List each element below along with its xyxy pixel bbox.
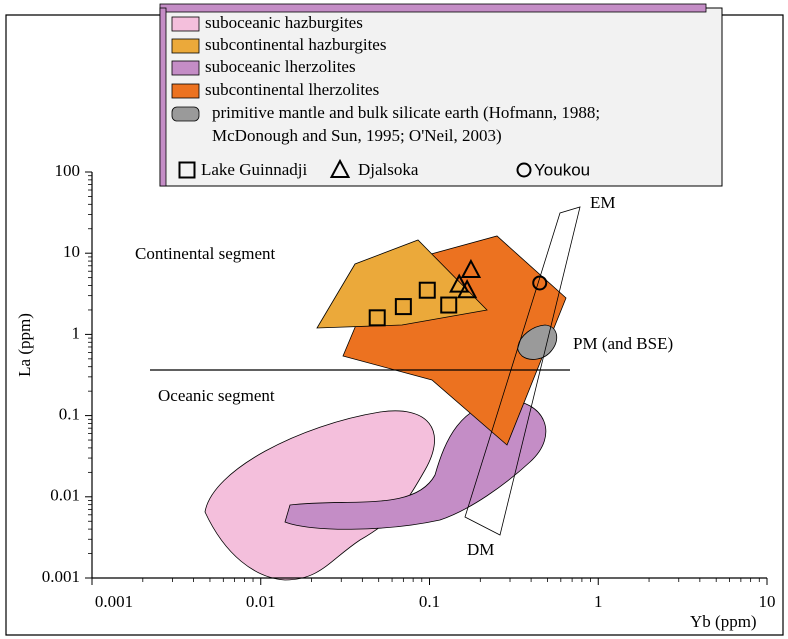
legend-swatch xyxy=(171,38,200,54)
legend-swatch xyxy=(171,106,200,122)
y-tick-label: 0.1 xyxy=(59,405,80,424)
y-tick-label: 0.01 xyxy=(50,486,80,505)
point-square xyxy=(368,309,386,327)
y-tick-label: 10 xyxy=(63,242,80,261)
outer-border xyxy=(5,14,784,636)
legend-label: suboceanic lherzolites xyxy=(205,57,356,76)
legend-band xyxy=(159,3,707,13)
annotation: DM xyxy=(467,540,494,559)
em-dm-field xyxy=(464,206,581,536)
y-tick-label: 100 xyxy=(55,161,81,180)
legend-label: subcontinental hazburgites xyxy=(205,35,386,54)
point-triangle xyxy=(460,258,482,279)
point-square xyxy=(178,161,196,179)
x-axis-label: Yb (ppm) xyxy=(690,612,757,631)
legend-label: subcontinental lherzolites xyxy=(205,80,379,99)
legend-band xyxy=(159,7,167,187)
x-tick-label: 0.1 xyxy=(419,592,440,611)
legend-label: suboceanic hazburgites xyxy=(205,13,363,32)
point-triangle xyxy=(456,279,478,299)
region-subcontinental-hazburgites xyxy=(316,239,488,329)
annotation: EM xyxy=(590,193,616,212)
legend-swatch xyxy=(171,16,200,32)
point-triangle xyxy=(449,273,470,293)
region-suboceanic-hazburgites xyxy=(204,410,435,581)
point-circle xyxy=(532,275,548,291)
y-tick-label: 0.001 xyxy=(42,567,80,586)
x-tick-label: 1 xyxy=(594,592,603,611)
frame xyxy=(5,14,784,636)
region-primitive-mantle xyxy=(517,324,558,360)
point-square xyxy=(418,281,436,299)
legend-label: Youkou xyxy=(534,160,590,179)
legend-label: Djalsoka xyxy=(358,160,419,179)
point-circle xyxy=(516,162,532,178)
annotation: Continental segment xyxy=(135,244,276,263)
x-tick-label: 10 xyxy=(759,592,776,611)
legend-label: Lake Guinnadji xyxy=(201,160,307,179)
y-tick-label: 1 xyxy=(72,323,81,342)
point-square xyxy=(394,298,412,316)
legend-swatch xyxy=(171,83,200,99)
point-square xyxy=(440,296,458,314)
annotation: Oceanic segment xyxy=(158,386,275,405)
y-axis-label: La (ppm) xyxy=(15,313,34,377)
x-tick-label: 0.001 xyxy=(95,592,133,611)
point-triangle xyxy=(329,158,351,178)
x-tick-label: 0.01 xyxy=(246,592,276,611)
annotation: PM (and BSE) xyxy=(573,334,673,353)
legend-swatch xyxy=(171,60,200,76)
legend-label: McDonough and Sun, 1995; O'Neil, 2003) xyxy=(212,126,502,145)
region-suboceanic-lherzolites xyxy=(284,399,547,530)
legend-label: primitive mantle and bulk silicate earth… xyxy=(212,103,600,122)
legend xyxy=(159,7,723,187)
